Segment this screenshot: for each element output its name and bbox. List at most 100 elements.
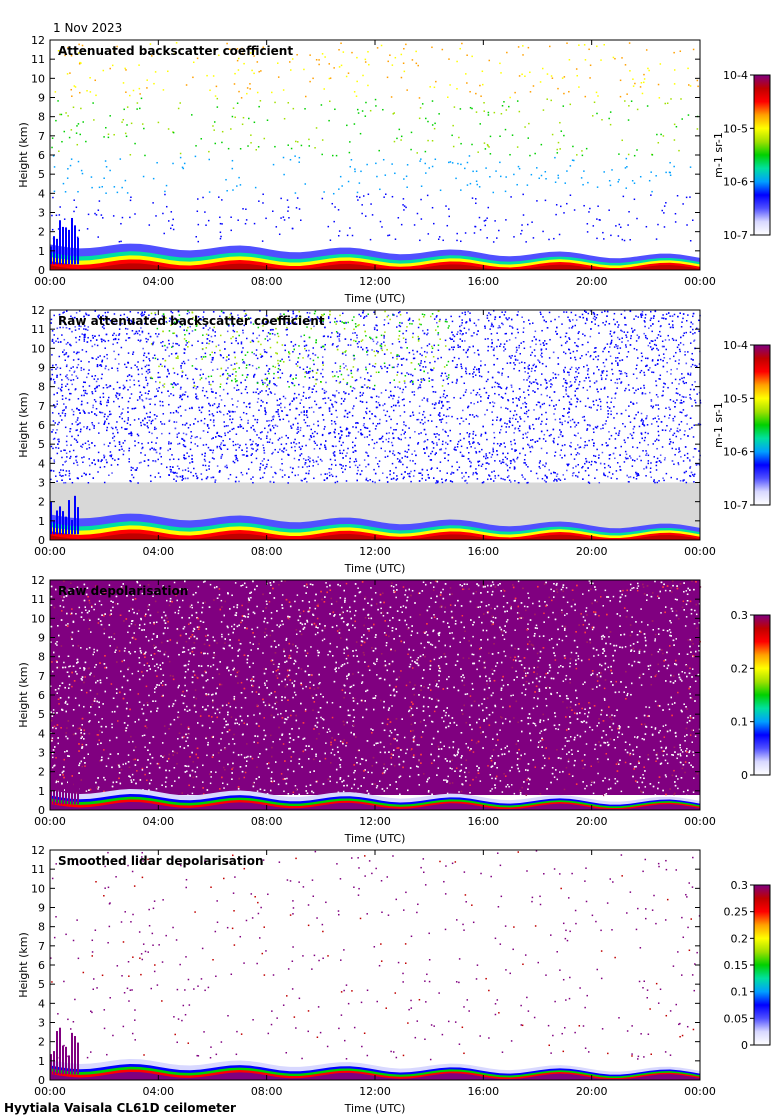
colorbar-tick-label: 10-7: [723, 229, 748, 242]
x-tick-label: 04:00: [142, 275, 174, 288]
y-axis-label: Height (km): [17, 662, 30, 728]
y-tick-label: 11: [31, 863, 45, 876]
colorbar-tick-label: 10-6: [723, 176, 748, 189]
x-tick-label: 08:00: [251, 1085, 283, 1098]
x-axis-label: Time (UTC): [344, 832, 406, 845]
colorbar-tick-label: 0: [741, 1039, 748, 1052]
x-tick-label: 08:00: [251, 545, 283, 558]
y-tick-label: 3: [38, 1017, 45, 1030]
x-tick-label: 00:00: [34, 275, 66, 288]
plot-area: [50, 40, 700, 270]
y-tick-label: 0: [38, 1074, 45, 1087]
colorbar-tick-label: 10-4: [723, 339, 748, 352]
y-tick-label: 11: [31, 53, 45, 66]
noise-field: [50, 850, 701, 1061]
plot-area: [50, 850, 700, 1080]
y-tick-label: 4: [38, 187, 45, 200]
y-tick-label: 12: [31, 304, 45, 317]
y-tick-label: 9: [38, 92, 45, 105]
colorbar: 0 0.05 0.1 0.15 0.2 0.25 0.3: [724, 879, 771, 1052]
noise-field: [50, 580, 702, 797]
y-tick-label: 11: [31, 593, 45, 606]
y-axis-label: Height (km): [17, 392, 30, 458]
colorbar-tick-label: 0.3: [731, 879, 749, 892]
y-tick-label: 8: [38, 381, 45, 394]
y-tick-label: 6: [38, 689, 45, 702]
colorbar-tick-label: 0.1: [731, 986, 749, 999]
x-axis-label: Time (UTC): [344, 1102, 406, 1115]
y-tick-label: 0: [38, 804, 45, 817]
y-tick-label: 2: [38, 766, 45, 779]
colorbar-tick-label: 10-7: [723, 499, 748, 512]
colorbar-tick-label: 10-5: [723, 122, 748, 135]
x-tick-label: 00:00: [34, 815, 66, 828]
panel-title: Attenuated backscatter coefficient: [58, 44, 293, 58]
colorbar-tick-label: 0.3: [731, 609, 749, 622]
x-tick-label: 08:00: [251, 815, 283, 828]
colorbar-tick-label: 10-5: [723, 392, 748, 405]
noise-base: [50, 580, 700, 795]
y-tick-label: 12: [31, 34, 45, 47]
y-tick-label: 2: [38, 226, 45, 239]
y-tick-label: 10: [31, 342, 45, 355]
colorbar-unit: m-1 sr-1: [712, 132, 725, 178]
x-tick-label: 16:00: [467, 1085, 499, 1098]
y-tick-label: 11: [31, 323, 45, 336]
x-tick-label: 12:00: [359, 545, 391, 558]
y-tick-label: 9: [38, 632, 45, 645]
y-tick-label: 6: [38, 959, 45, 972]
colorbar-tick-label: 0.2: [731, 932, 749, 945]
x-tick-label: 12:00: [359, 275, 391, 288]
x-tick-label: 00:00: [34, 1085, 66, 1098]
x-tick-label: 00:00: [684, 275, 716, 288]
x-tick-label: 16:00: [467, 275, 499, 288]
panel-4: Smoothed lidar depolarisation01234567891…: [17, 844, 771, 1115]
colorbar: 10-7 10-6 10-5 10-4 m-1 sr-1: [712, 69, 771, 242]
colorbar: 10-7 10-6 10-5 10-4 m-1 sr-1: [712, 339, 771, 512]
y-tick-label: 2: [38, 1036, 45, 1049]
y-tick-label: 1: [38, 245, 45, 258]
panel-1: Attenuated backscatter coefficient012345…: [17, 34, 771, 305]
y-tick-label: 3: [38, 477, 45, 490]
panel-2: Raw attenuated backscatter coefficient 0 1…: [17, 304, 771, 575]
y-tick-label: 12: [31, 844, 45, 857]
x-tick-label: 16:00: [467, 545, 499, 558]
y-tick-label: 10: [31, 882, 45, 895]
y-tick-label: 7: [38, 130, 45, 143]
y-tick-label: 4: [38, 997, 45, 1010]
y-tick-label: 7: [38, 400, 45, 413]
colorbar-tick-label: 10-6: [723, 446, 748, 459]
colorbar-unit: m-1 sr-1: [712, 402, 725, 448]
y-tick-label: 10: [31, 72, 45, 85]
colorbar-tick-label: 0.2: [731, 662, 749, 675]
y-tick-label: 9: [38, 902, 45, 915]
y-tick-label: 1: [38, 785, 45, 798]
x-tick-label: 12:00: [359, 815, 391, 828]
y-tick-label: 10: [31, 612, 45, 625]
x-tick-label: 12:00: [359, 1085, 391, 1098]
y-axis-label: Height (km): [17, 122, 30, 188]
y-tick-label: 6: [38, 419, 45, 432]
x-tick-label: 00:00: [684, 815, 716, 828]
x-axis-label: Time (UTC): [344, 292, 406, 305]
y-tick-label: 8: [38, 111, 45, 124]
colorbar-tick-label: 0.25: [724, 906, 749, 919]
colorbar-tick-label: 10-4: [723, 69, 748, 82]
x-tick-label: 20:00: [576, 815, 608, 828]
y-tick-label: 3: [38, 747, 45, 760]
panel-title: Raw attenuated backscatter coefficient: [58, 314, 325, 328]
y-tick-label: 7: [38, 940, 45, 953]
y-tick-label: 2: [38, 496, 45, 509]
y-tick-label: 4: [38, 727, 45, 740]
panel-title: Raw depolarisation: [58, 584, 188, 598]
y-tick-label: 1: [38, 515, 45, 528]
x-tick-label: 20:00: [576, 275, 608, 288]
x-tick-label: 00:00: [34, 545, 66, 558]
colorbar-tick-label: 0: [741, 769, 748, 782]
y-tick-label: 0: [38, 264, 45, 277]
colorbar-tick-label: 0.1: [731, 716, 749, 729]
x-tick-label: 16:00: [467, 815, 499, 828]
y-tick-label: 6: [38, 149, 45, 162]
